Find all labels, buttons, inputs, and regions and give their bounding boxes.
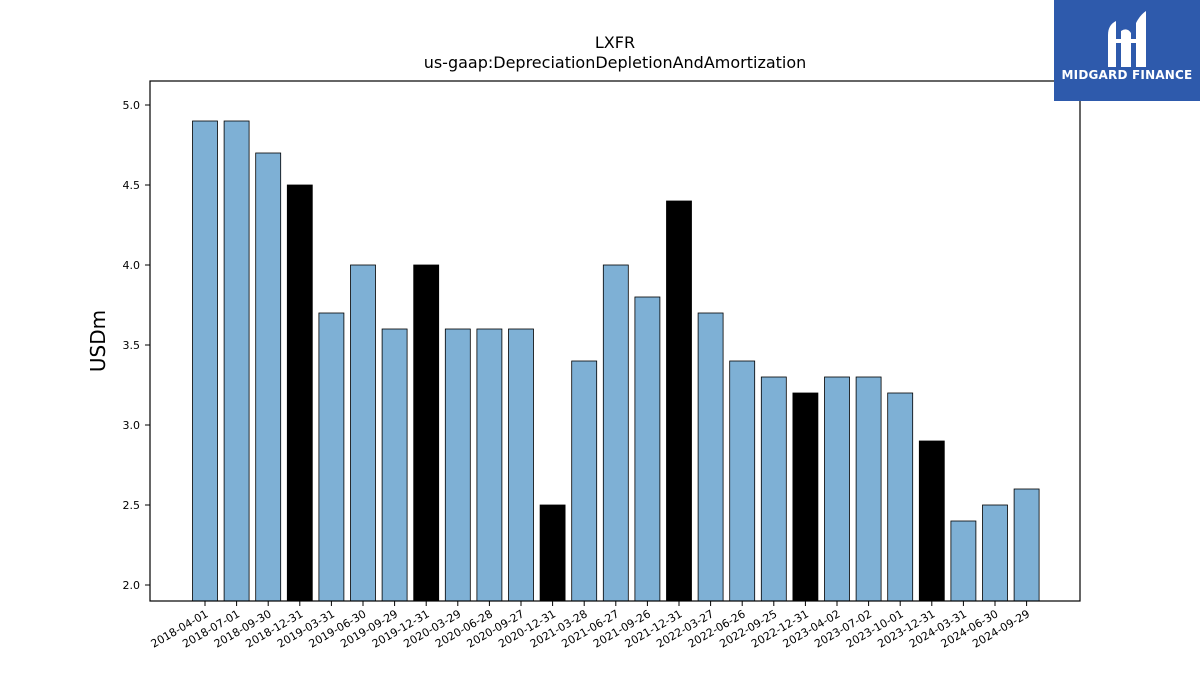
y-tick-label: 4.0	[123, 259, 141, 272]
bar-2024-03-31	[950, 520, 977, 602]
bar-2019-03-31	[318, 312, 345, 602]
bar-2018-07-01	[223, 120, 250, 602]
y-tick-label: 4.5	[123, 179, 141, 192]
bar-2023-12-31	[918, 440, 945, 602]
bar-2023-10-01	[887, 392, 914, 602]
bar-2019-12-31	[413, 264, 440, 602]
bar-2018-04-01	[192, 120, 218, 602]
bar-2019-09-29	[381, 328, 408, 602]
y-axis-label: USDm	[86, 310, 110, 372]
bar-2018-09-30	[255, 152, 282, 602]
bar-2020-09-27	[508, 328, 534, 602]
y-tick-label: 2.0	[123, 579, 141, 592]
plot-frame	[149, 80, 1081, 602]
bar-2020-03-29	[444, 328, 471, 602]
bar-2021-06-27	[602, 264, 629, 602]
brand-logo: MIDGARD FINANCE	[1054, 0, 1200, 101]
x-axis: 2018-04-012018-07-012018-09-302018-12-31…	[149, 601, 1032, 651]
bar-series	[192, 120, 1040, 602]
bar-2023-07-02	[855, 376, 882, 602]
y-tick-label: 2.5	[123, 499, 141, 512]
bar-2023-04-02	[824, 376, 850, 602]
bar-2019-06-30	[350, 264, 376, 602]
bar-2021-03-28	[571, 360, 598, 602]
y-tick-label: 5.0	[123, 99, 141, 112]
bar-2022-03-27	[697, 312, 724, 602]
bar-2018-12-31	[286, 184, 313, 602]
chart-title: LXFR	[595, 33, 635, 52]
logo-text: MIDGARD FINANCE	[1061, 68, 1193, 82]
bar-2022-06-26	[729, 360, 756, 602]
bar-2022-09-25	[760, 376, 787, 602]
bar-2024-06-30	[982, 504, 1008, 602]
bar-2020-12-31	[539, 504, 566, 602]
y-tick-label: 3.0	[123, 419, 141, 432]
y-axis: 2.0 2.5 3.0 3.5 4.0 4.5 5.0	[123, 99, 150, 592]
bar-2020-06-28	[476, 328, 503, 602]
midgard-logo-icon	[1108, 11, 1146, 67]
bar-2021-09-26	[634, 296, 661, 602]
chart-subtitle: us-gaap:DepreciationDepletionAndAmortiza…	[424, 53, 807, 72]
bar-2024-09-29	[1013, 488, 1040, 602]
bar-2022-12-31	[792, 392, 819, 602]
bar-2021-12-31	[666, 200, 692, 602]
y-tick-label: 3.5	[123, 339, 141, 352]
